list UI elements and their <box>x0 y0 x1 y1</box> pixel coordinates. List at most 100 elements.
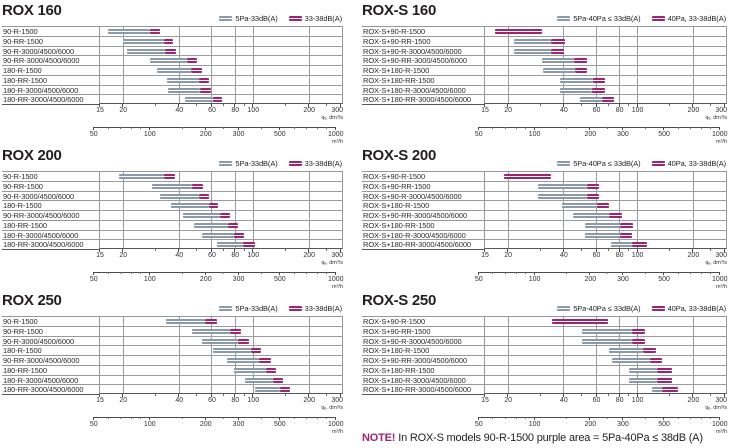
range-bar-gray <box>254 387 280 393</box>
row-separator <box>100 364 342 366</box>
x2-tick-label: 500 <box>658 131 670 138</box>
note-text: In ROX-S models 90-R-1500 purple area = … <box>398 432 703 444</box>
range-bar-gray <box>166 319 205 324</box>
row-label: ROX-S+180-R-1500 <box>362 201 484 211</box>
range-bar-gray <box>217 242 243 248</box>
x-tick <box>692 104 694 107</box>
x2-minor-tick <box>492 127 494 129</box>
row-label: ROX-S+180-RR-3000/4500/6000 <box>362 385 484 395</box>
x2-minor-tick <box>316 272 318 274</box>
x2-tick <box>477 272 479 275</box>
row-separator <box>100 180 342 182</box>
x-tick <box>724 249 725 252</box>
x-tick <box>562 394 564 397</box>
x-tick-label: 100 <box>247 252 260 259</box>
row-label-column: ROX-S+90-R-1500 ROX-S+90-RR-1500 ROX-S+90-… <box>362 171 484 250</box>
x-tick-label: 60 <box>208 252 216 259</box>
x2-tick <box>278 417 280 420</box>
x-minor-tick <box>607 249 609 251</box>
range-bar-purple <box>575 68 587 73</box>
row-label: ROX-S+90-R-3000/4500/6000 <box>362 337 484 347</box>
range-bar-gray <box>542 58 575 64</box>
x2-minor-tick <box>645 272 647 274</box>
row-separator <box>100 35 342 37</box>
x-minor-tick <box>223 394 225 396</box>
row-label: 180-R-3000/4500/6000 <box>2 231 99 241</box>
range-bar-purple <box>495 29 543 34</box>
chart-title: ROX-S 160 <box>362 2 436 19</box>
row-separator <box>100 229 342 231</box>
range-bar-purple <box>163 174 176 179</box>
x2-tick-label: 100 <box>528 131 541 138</box>
x2-axis-unit: m³/h <box>716 139 727 145</box>
x2-minor-tick <box>130 417 132 419</box>
row-separator <box>100 335 342 337</box>
row-label: 90-R-3000/4500/6000 <box>2 337 99 347</box>
range-bar-gray <box>201 338 239 344</box>
row-separator <box>100 325 342 327</box>
x-tick-label: 20 <box>119 397 128 404</box>
x2-minor-tick <box>140 127 142 129</box>
row-separator <box>485 335 726 337</box>
x-tick <box>340 394 341 397</box>
x2-tick-label: 300 <box>617 421 629 428</box>
row-separator <box>100 84 342 86</box>
x-axis-unit: qᵥ, dm³/s <box>321 115 343 121</box>
range-bar-gray <box>585 232 620 238</box>
row-separator <box>485 45 726 47</box>
row-label: ROX-S+180-R-3000/4500/6000 <box>362 86 484 96</box>
x2-minor-tick <box>710 272 712 274</box>
plot-area <box>99 26 343 104</box>
x-axis-unit: qᵥ, dm³/s <box>705 115 727 121</box>
x-tick <box>507 104 509 107</box>
x-tick <box>252 394 254 397</box>
row-label: ROX-S+90-RR-3000/4500/6000 <box>362 356 484 366</box>
row-separator <box>485 219 726 221</box>
chart-canvas: 90-R-1500 90-RR-1500 90-R-3000/4500/6000 90… <box>2 26 344 150</box>
row-separator <box>485 345 726 347</box>
x2-minor-tick <box>260 417 262 419</box>
chart-canvas: 90-R-1500 90-RR-1500 90-R-3000/4500/6000 18… <box>2 316 344 440</box>
x2-tick-label: 200 <box>584 131 597 138</box>
range-bar-gray <box>513 48 551 54</box>
legend: 5Pa-33dB(A) 33-38dB(A) <box>219 159 342 168</box>
range-bar-purple <box>279 387 291 393</box>
range-bar-gray <box>651 387 662 393</box>
legend-gray-swatch <box>219 16 233 21</box>
x2-tick <box>92 272 94 275</box>
x2-minor-tick <box>326 127 328 129</box>
x-tick-label: 40 <box>559 397 568 404</box>
row-separator <box>485 239 726 241</box>
legend-gray-label: 5Pa-33dB(A) <box>235 159 278 168</box>
x2-tick-label: 50 <box>474 131 483 138</box>
legend-gray-label: 5Pa-40Pa ≤ 33dB(A) <box>573 14 641 23</box>
x-tick-label: 80 <box>231 107 240 114</box>
x2-tick <box>204 272 206 275</box>
x2-minor-tick <box>677 127 679 129</box>
plot-area <box>484 26 727 104</box>
legend-purple-label: 33-38dB(A) <box>304 159 342 168</box>
x-tick <box>484 249 485 252</box>
x-tick-label: 15 <box>96 252 104 259</box>
x-tick-label: 300 <box>331 397 343 404</box>
row-separator <box>100 219 342 221</box>
x2-tick <box>533 272 535 275</box>
row-label: 180-RR-1500 <box>2 76 99 86</box>
row-label: ROX-S+180-RR-3000/4500/6000 <box>362 95 484 105</box>
x2-minor-tick <box>515 272 517 274</box>
x-minor-tick <box>710 394 712 396</box>
x-minor-tick <box>580 394 582 396</box>
chart-rox-s-250: ROX-S 250 5Pa-40Pa ≤ 33dB(A) 40Pa, 33-38… <box>362 292 728 440</box>
x-minor-tick <box>669 394 671 396</box>
x-axis: 15 20 40 60 80 100 200 300 qᵥ, dm³/s 50 100 200 300 5… <box>90 249 344 295</box>
legend-purple-swatch <box>288 16 302 21</box>
x2-tick <box>533 417 535 420</box>
x2-axis-unit: m³/h <box>716 429 727 435</box>
x2-axis-line <box>92 127 335 128</box>
x2-tick <box>237 417 239 420</box>
x-tick-label: 300 <box>331 252 343 259</box>
row-separator <box>485 84 726 86</box>
x2-tick-label: 300 <box>232 131 245 138</box>
legend-gray-label: 5Pa-40Pa ≤ 33dB(A) <box>573 304 641 313</box>
x2-minor-tick <box>690 127 692 129</box>
